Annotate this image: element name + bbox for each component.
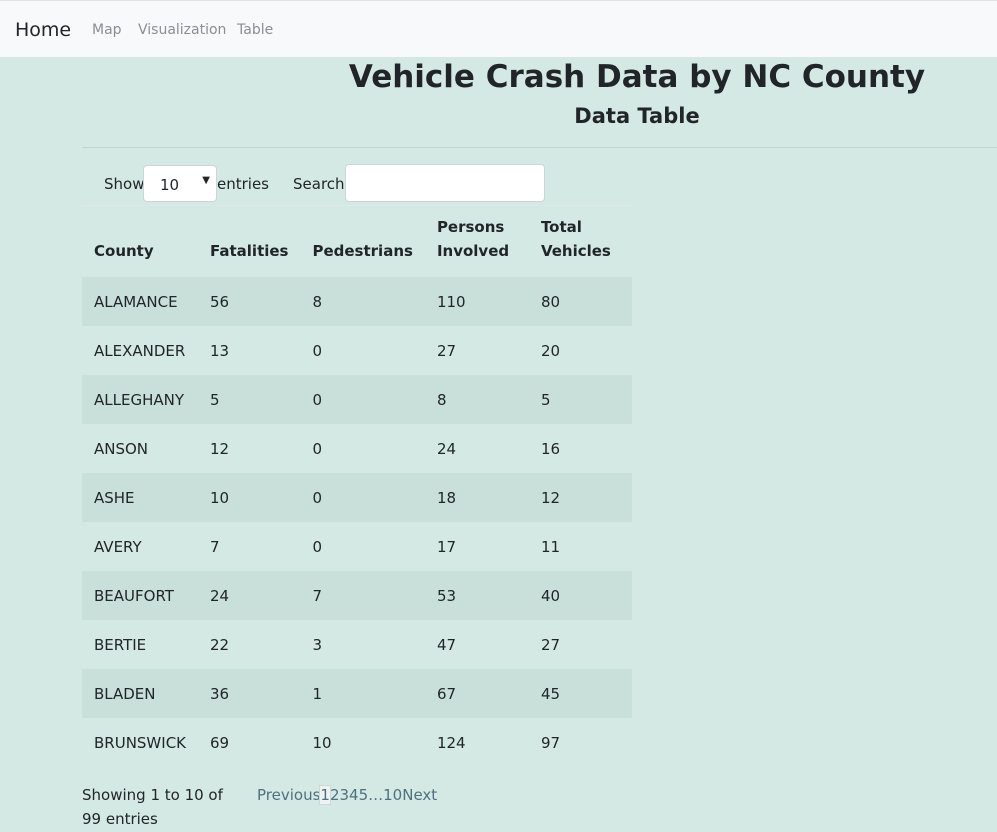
- cell-total-vehicles: 45: [540, 684, 561, 703]
- pagination-page-last[interactable]: 10: [383, 786, 403, 804]
- cell-fatalities: 12: [210, 439, 230, 458]
- entries-label: entries: [217, 175, 269, 193]
- pagination: Previous12345…10Next: [257, 785, 438, 805]
- cell-county: BEAUFORT: [94, 586, 174, 605]
- cell-pedestrians: 0: [312, 390, 323, 409]
- cell-pedestrians: 0: [312, 439, 323, 458]
- cell-pedestrians: 0: [312, 488, 323, 507]
- pagination-ellipsis: …: [368, 786, 384, 804]
- cell-county: ANSON: [94, 439, 149, 458]
- column-header-county[interactable]: County: [94, 242, 154, 260]
- cell-pedestrians: 0: [312, 341, 323, 360]
- cell-persons-involved: 27: [436, 341, 457, 360]
- table-row: BEAUFORT 24 7 53 40: [82, 571, 632, 620]
- cell-total-vehicles: 12: [540, 488, 561, 507]
- cell-persons-involved: 47: [436, 635, 457, 654]
- cell-fatalities: 7: [210, 537, 220, 556]
- cell-fatalities: 10: [210, 488, 230, 507]
- cell-county: BERTIE: [94, 635, 147, 654]
- search-input[interactable]: [345, 164, 545, 202]
- cell-total-vehicles: 5: [540, 390, 551, 409]
- cell-county: ALEXANDER: [94, 341, 186, 360]
- cell-fatalities: 24: [210, 586, 230, 605]
- cell-persons-involved: 53: [436, 586, 457, 605]
- pagination-next[interactable]: Next: [402, 786, 438, 804]
- column-header-fatalities[interactable]: Fatalities: [210, 242, 289, 260]
- pagination-page-1[interactable]: 1: [319, 785, 331, 805]
- cell-persons-involved: 17: [436, 537, 457, 556]
- nav-link-table[interactable]: Table: [237, 22, 274, 38]
- cell-fatalities: 56: [210, 292, 230, 311]
- table-top-rule: [82, 205, 632, 206]
- table-header-row: County Fatalities Pedestrians Persons In…: [82, 207, 632, 277]
- cell-pedestrians: 1: [312, 684, 323, 703]
- cell-county: BRUNSWICK: [94, 733, 186, 752]
- pagination-page-4[interactable]: 4: [349, 786, 359, 804]
- table-row: AVERY 7 0 17 11: [82, 522, 632, 571]
- chevron-down-icon: ▼: [202, 175, 210, 186]
- column-header-persons-involved[interactable]: Persons Involved: [436, 218, 510, 260]
- search-label: Search:: [293, 175, 350, 193]
- navbar: Home Map Visualization Table: [0, 0, 997, 57]
- cell-persons-involved: 67: [436, 684, 457, 703]
- column-header-total-vehicles[interactable]: Total Vehicles: [540, 218, 611, 260]
- cell-total-vehicles: 40: [540, 586, 561, 605]
- page-subtitle: Data Table: [574, 104, 700, 128]
- cell-fatalities: 13: [210, 341, 230, 360]
- cell-county: ALAMANCE: [94, 292, 178, 311]
- table-row: ASHE 10 0 18 12: [82, 473, 632, 522]
- cell-persons-involved: 124: [436, 733, 466, 752]
- cell-county: AVERY: [94, 537, 142, 556]
- page-title: Vehicle Crash Data by NC County: [348, 59, 926, 95]
- cell-persons-involved: 110: [436, 292, 466, 311]
- pagination-previous[interactable]: Previous: [257, 786, 321, 804]
- pagination-page-5[interactable]: 5: [358, 786, 369, 804]
- entries-per-page-select[interactable]: 10 ▼: [143, 165, 217, 202]
- table-row: BRUNSWICK 69 10 124 97: [82, 718, 632, 767]
- table-row: BERTIE 22 3 47 27: [82, 620, 632, 669]
- pagination-page-2[interactable]: 2: [329, 786, 340, 804]
- cell-total-vehicles: 11: [540, 537, 561, 556]
- nav-link-map[interactable]: Map: [92, 22, 122, 38]
- nav-brand-home[interactable]: Home: [15, 19, 72, 41]
- cell-total-vehicles: 97: [540, 733, 561, 752]
- cell-county: ASHE: [94, 488, 135, 507]
- cell-persons-involved: 18: [436, 488, 457, 507]
- cell-fatalities: 5: [210, 390, 220, 409]
- cell-pedestrians: 7: [312, 586, 323, 605]
- cell-total-vehicles: 16: [540, 439, 561, 458]
- cell-total-vehicles: 27: [540, 635, 561, 654]
- divider: [82, 147, 997, 148]
- table-row: ANSON 12 0 24 16: [82, 424, 632, 473]
- cell-pedestrians: 3: [312, 635, 323, 654]
- data-table: County Fatalities Pedestrians Persons In…: [82, 207, 632, 767]
- cell-pedestrians: 8: [312, 292, 323, 311]
- cell-pedestrians: 10: [312, 733, 332, 752]
- table-row: ALAMANCE 56 8 110 80: [82, 277, 632, 326]
- table-row: ALEXANDER 13 0 27 20: [82, 326, 632, 375]
- cell-fatalities: 36: [210, 684, 230, 703]
- cell-total-vehicles: 20: [540, 341, 561, 360]
- table-row: BLADEN 36 1 67 45: [82, 669, 632, 718]
- cell-persons-involved: 8: [436, 390, 447, 409]
- entries-select-value: 10: [160, 176, 180, 194]
- nav-link-visualization[interactable]: Visualization: [138, 22, 227, 38]
- cell-fatalities: 22: [210, 635, 230, 654]
- column-header-pedestrians[interactable]: Pedestrians: [312, 242, 413, 260]
- table-row: ALLEGHANY 5 0 8 5: [82, 375, 632, 424]
- cell-county: BLADEN: [94, 684, 156, 703]
- cell-fatalities: 69: [210, 733, 230, 752]
- pagination-page-3[interactable]: 3: [339, 786, 350, 804]
- cell-total-vehicles: 80: [540, 292, 561, 311]
- cell-pedestrians: 0: [312, 537, 323, 556]
- show-label: Show: [104, 175, 145, 193]
- table-info: Showing 1 to 10 of 99 entries: [82, 786, 223, 828]
- cell-persons-involved: 24: [436, 439, 457, 458]
- cell-county: ALLEGHANY: [94, 390, 184, 409]
